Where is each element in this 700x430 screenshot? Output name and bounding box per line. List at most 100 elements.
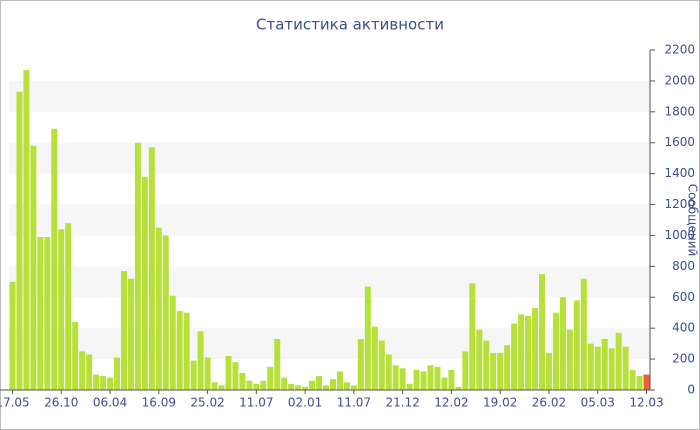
bar [532,308,539,390]
bar [218,385,225,390]
bar [134,142,141,390]
bar [281,377,288,390]
y-axis-label: Сообщений [686,184,700,257]
bar [615,332,622,390]
bar [302,386,309,390]
bar [211,382,218,390]
bar [253,383,260,390]
bar [260,380,267,390]
bar [16,91,23,391]
y-tick-label: 400 [672,321,695,335]
bar [357,339,364,390]
bar [594,346,601,390]
grid-band [9,80,650,112]
bar [350,385,357,390]
bar [65,223,72,390]
bar [127,278,134,390]
bar [336,371,343,390]
bar [204,357,211,390]
bar [37,237,44,390]
bar [406,383,413,390]
y-tick-label: 2000 [664,73,695,87]
bar [183,312,190,390]
bar [329,379,336,390]
bar [490,352,497,390]
bar [608,348,615,390]
bar [44,237,51,390]
grid-band [9,142,650,174]
bar [462,351,469,390]
bar [23,70,30,390]
bar [504,345,511,390]
bar [323,385,330,390]
bar [601,339,608,390]
bar [476,329,483,390]
bar [378,340,385,390]
bar [364,286,371,390]
x-tick-label: 12.02 [434,396,468,410]
bar [587,343,594,390]
bar [169,295,176,390]
y-tick-label: 1400 [664,166,695,180]
bar [371,326,378,390]
bar [309,380,316,390]
y-tick-label: 1600 [664,135,695,149]
bar [316,376,323,390]
bar [58,229,65,390]
bar [343,382,350,390]
y-tick-label: 2200 [664,43,695,57]
bar [455,386,462,390]
bar [427,365,434,390]
bar [420,371,427,390]
bar [190,360,197,390]
x-tick-label: 06.04 [93,396,127,410]
bar [93,374,100,390]
bar [176,311,183,390]
bar [413,369,420,390]
bar [197,331,204,390]
bar [155,227,162,390]
bar [559,297,566,390]
bar [120,271,127,390]
x-tick-label: 17.05 [0,396,30,410]
bar [232,362,239,390]
y-tick-label: 1200 [664,197,695,211]
x-tick-label: 11.07 [239,396,273,410]
bar [100,376,107,390]
bar [573,300,580,390]
x-tick-label: 19.02 [483,396,517,410]
bar [86,354,93,390]
bar [30,145,37,390]
bar [441,377,448,390]
bar [288,383,295,390]
x-tick-label: 25.02 [190,396,224,410]
grid-band [9,204,650,236]
x-tick-label: 05.03 [581,396,615,410]
x-tick-label: 11.07 [337,396,371,410]
bar [580,278,587,390]
y-tick-label: 600 [672,290,695,304]
bar [511,323,518,390]
bar [539,274,546,390]
y-tick-label: 1800 [664,104,695,118]
bar [148,147,155,390]
bar [545,352,552,390]
bar [399,368,406,390]
bar [274,339,281,390]
bar [9,281,16,390]
x-tick-label: 12.03 [629,396,663,410]
bar [483,340,490,390]
bar [518,314,525,390]
bar [434,366,441,390]
bar [552,312,559,390]
bar [107,377,114,390]
bar [566,329,573,390]
bar [239,373,246,390]
y-tick-label: 0 [687,383,695,397]
bar [72,322,79,390]
grid-band [9,266,650,298]
chart-title: Статистика активности [256,16,444,34]
x-tick-label: 02.01 [288,396,322,410]
x-tick-label: 26.10 [44,396,78,410]
